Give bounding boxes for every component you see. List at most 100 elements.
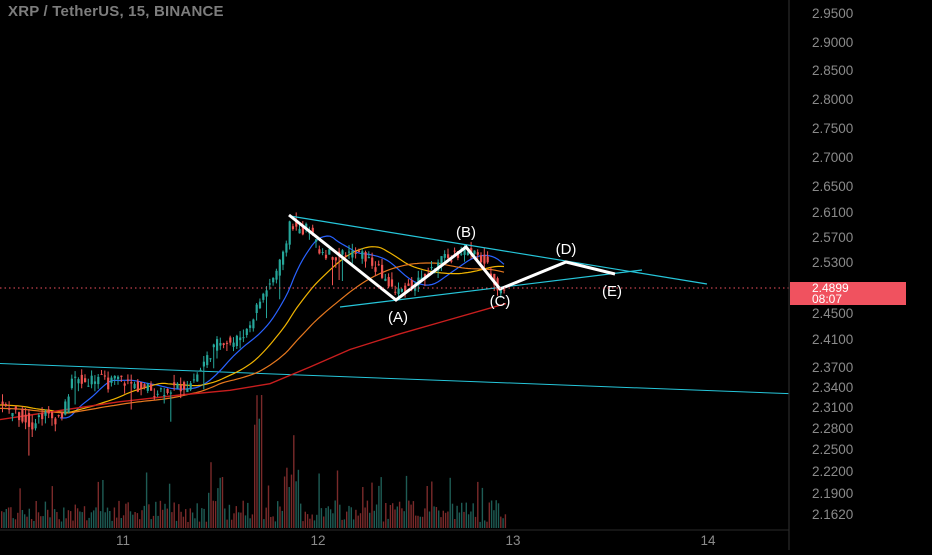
candle-body <box>331 257 334 260</box>
volume-bar <box>194 518 196 528</box>
candle-body <box>407 283 410 286</box>
volume-bar <box>447 511 449 528</box>
volume-bar <box>14 519 17 528</box>
triangle-upper-trendline <box>289 215 708 285</box>
candle-body <box>54 418 57 425</box>
candle-body <box>60 411 64 418</box>
time-tick-label: 12 <box>310 533 325 548</box>
candle-body <box>176 383 179 389</box>
candle-body <box>107 377 110 390</box>
volume-bar <box>479 521 481 528</box>
volume-bar <box>196 503 198 528</box>
volume-bar <box>456 505 458 528</box>
price-tick-label: 2.3400 <box>812 380 853 395</box>
candle-body <box>321 252 324 253</box>
volume-bar <box>90 512 93 528</box>
candle-body <box>110 377 113 383</box>
candle-body <box>377 264 380 266</box>
volume-bar <box>355 509 357 528</box>
candle-body <box>11 413 14 417</box>
volume-bar <box>281 510 283 528</box>
current-price: 2.4899 <box>812 281 849 295</box>
price-tick-label: 2.3100 <box>812 400 853 415</box>
volume-bar <box>81 512 83 528</box>
volume-bar <box>122 515 125 528</box>
candle-body <box>41 413 44 420</box>
volume-bar <box>325 508 327 528</box>
volume-bar <box>49 517 51 528</box>
price-tick-label: 2.7500 <box>812 121 853 136</box>
volume-bar <box>373 510 375 528</box>
volume-bar <box>219 477 221 528</box>
volume-bar <box>129 511 132 528</box>
price-tick-label: 2.2500 <box>812 442 853 457</box>
volume-bar <box>504 514 507 528</box>
volume-bar <box>378 485 380 528</box>
volume-bar <box>237 512 240 528</box>
volume-bar <box>111 520 113 528</box>
volume-bar <box>424 508 426 528</box>
wave-label-d: (D) <box>556 241 577 258</box>
price-tick-label: 2.2800 <box>812 421 853 436</box>
volume-bar <box>28 508 30 528</box>
candle-body <box>489 273 493 278</box>
volume-bar <box>352 519 355 528</box>
volume-bar <box>212 500 214 528</box>
candle-body <box>334 257 337 261</box>
volume-bar <box>375 504 378 528</box>
volume-bar <box>152 515 155 528</box>
volume-bar <box>472 503 474 528</box>
candle-body <box>493 273 496 285</box>
volume-bar <box>382 521 385 528</box>
candle-body <box>100 373 103 375</box>
candle-body <box>140 382 143 389</box>
candle-body <box>351 250 354 258</box>
volume-bar <box>42 516 44 528</box>
candle-body <box>430 267 433 269</box>
volume-bar <box>150 519 152 528</box>
candle-body <box>295 219 298 227</box>
volume-bar <box>240 512 242 528</box>
volume-bar <box>5 509 7 528</box>
volume-bar <box>97 481 99 528</box>
candle-body <box>450 260 453 262</box>
candle-body <box>222 343 225 345</box>
volume-bar <box>357 515 359 528</box>
volume-bar <box>343 519 346 528</box>
volume-bar <box>37 512 40 528</box>
volume-bar <box>493 510 495 528</box>
candle-body <box>242 337 245 339</box>
volume-bar <box>334 500 336 528</box>
volume-bar <box>242 500 244 528</box>
volume-bar <box>295 481 297 528</box>
volume-bar <box>495 500 497 528</box>
candle-body <box>130 382 133 384</box>
volume-bar <box>444 512 447 528</box>
candle-body <box>120 375 123 377</box>
volume-bar <box>93 510 95 528</box>
candle-body <box>278 259 281 276</box>
volume-bar <box>113 507 116 528</box>
candle-body <box>219 343 222 346</box>
volume-bar <box>201 508 203 528</box>
price-tick-label: 2.4100 <box>812 332 853 347</box>
price-tick-label: 2.3700 <box>812 360 853 375</box>
candle-body <box>364 252 367 262</box>
candle-body <box>499 287 502 294</box>
volume-bar <box>143 505 145 528</box>
volume-bar <box>419 516 421 528</box>
candle-body <box>381 264 384 278</box>
volume-bar <box>40 516 42 528</box>
volume-bar <box>389 505 392 528</box>
volume-bar <box>263 519 265 528</box>
volume-bar <box>157 515 159 528</box>
volume-bar <box>178 504 180 528</box>
candle-body <box>440 256 443 264</box>
candle-body <box>209 358 212 360</box>
volume-bar <box>311 514 313 528</box>
volume-bar <box>458 512 461 528</box>
volume-bar <box>53 509 56 528</box>
candle-body <box>216 339 219 351</box>
